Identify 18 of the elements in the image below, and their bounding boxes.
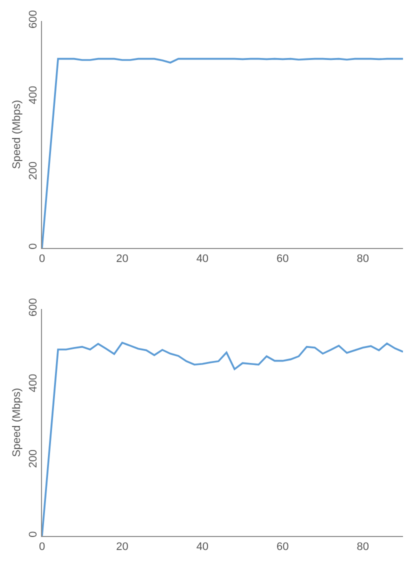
- x-tick-label: 40: [196, 253, 209, 266]
- y-tick-label: 400: [28, 86, 40, 104]
- x-tick-label: 80: [356, 541, 370, 554]
- x-tick-label: 20: [116, 253, 128, 266]
- y-tick-label: 600: [28, 298, 40, 317]
- y-axis-title: Speed (Mbps): [11, 388, 24, 458]
- x-tick-label: 60: [276, 253, 289, 266]
- x-tick-label: 60: [276, 541, 289, 554]
- y-tick-label: 0: [28, 243, 40, 250]
- y-tick-label: 200: [28, 162, 40, 180]
- y-tick-label: 600: [28, 10, 40, 29]
- y-tick-label: 400: [28, 374, 40, 392]
- x-tick-label: 40: [196, 541, 209, 554]
- x-tick-label: 20: [116, 541, 128, 554]
- x-tick-label: 80: [356, 253, 370, 266]
- y-tick-label: 200: [28, 450, 40, 468]
- y-axis-title: Speed (Mbps): [11, 100, 24, 170]
- y-tick-label: 0: [28, 531, 40, 538]
